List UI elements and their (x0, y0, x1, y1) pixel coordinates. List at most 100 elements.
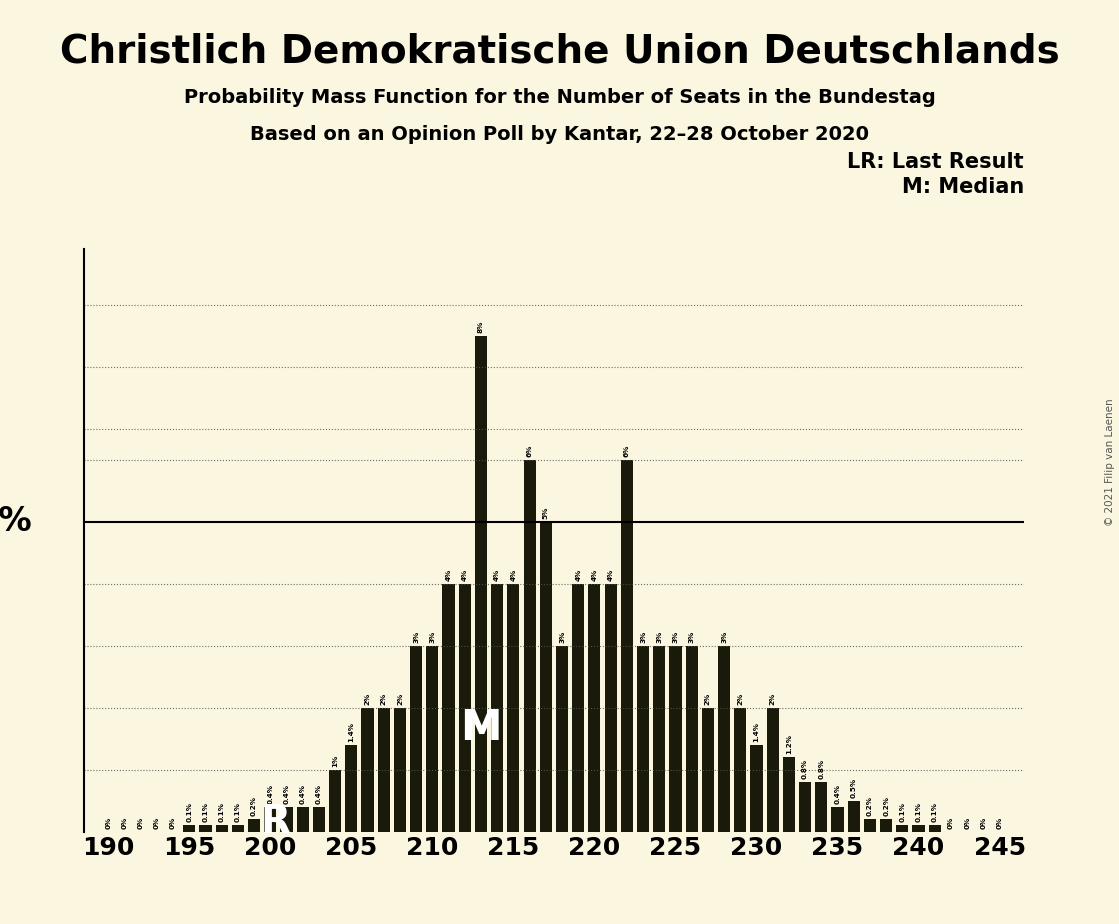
Text: 3%: 3% (430, 630, 435, 643)
Text: 4%: 4% (575, 568, 581, 581)
Bar (410, 646, 422, 832)
Bar (442, 584, 454, 832)
Text: 0.8%: 0.8% (818, 759, 825, 779)
Bar (556, 646, 568, 832)
Text: LR: Last Result: LR: Last Result (847, 152, 1024, 173)
Text: 1.4%: 1.4% (753, 722, 760, 742)
Bar (751, 745, 762, 832)
Text: Based on an Opinion Poll by Kantar, 22–28 October 2020: Based on an Opinion Poll by Kantar, 22–2… (250, 125, 869, 144)
Text: 0.4%: 0.4% (283, 784, 290, 804)
Text: 6%: 6% (527, 444, 533, 457)
Text: 0.4%: 0.4% (300, 784, 305, 804)
Bar (896, 825, 909, 832)
Text: 0.1%: 0.1% (915, 802, 922, 822)
Bar (816, 782, 827, 832)
Text: 4%: 4% (462, 568, 468, 581)
Text: 0.2%: 0.2% (883, 796, 890, 816)
Bar (361, 708, 374, 832)
Bar (686, 646, 698, 832)
Text: 3%: 3% (688, 630, 695, 643)
Bar (297, 807, 309, 832)
Text: 0.4%: 0.4% (316, 784, 322, 804)
Text: 0.1%: 0.1% (932, 802, 938, 822)
Bar (734, 708, 746, 832)
Bar (199, 825, 211, 832)
Text: 5%: 5% (543, 506, 548, 519)
Text: 0.1%: 0.1% (203, 802, 208, 822)
Text: R: R (260, 803, 290, 841)
Text: 0%: 0% (948, 816, 955, 829)
Text: 2%: 2% (770, 692, 775, 705)
Text: M: M (460, 707, 501, 748)
Text: 8%: 8% (478, 321, 485, 333)
Text: 3%: 3% (673, 630, 678, 643)
Text: 1%: 1% (332, 754, 338, 767)
Text: 0.2%: 0.2% (251, 796, 257, 816)
Text: 0.2%: 0.2% (867, 796, 873, 816)
Text: M: Median: M: Median (902, 177, 1024, 198)
Text: 2%: 2% (365, 692, 370, 705)
Text: 3%: 3% (560, 630, 565, 643)
Bar (459, 584, 471, 832)
Text: Christlich Demokratische Union Deutschlands: Christlich Demokratische Union Deutschla… (59, 32, 1060, 70)
Bar (767, 708, 779, 832)
Bar (313, 807, 325, 832)
Bar (848, 800, 859, 832)
Bar (216, 825, 228, 832)
Text: 0.1%: 0.1% (900, 802, 905, 822)
Text: 0.1%: 0.1% (235, 802, 241, 822)
Text: 0.4%: 0.4% (835, 784, 840, 804)
Bar (394, 708, 406, 832)
Text: 3%: 3% (640, 630, 646, 643)
Text: 0%: 0% (122, 816, 128, 829)
Bar (637, 646, 649, 832)
Text: 2%: 2% (397, 692, 403, 705)
Text: 0%: 0% (153, 816, 160, 829)
Text: 2%: 2% (380, 692, 387, 705)
Text: 4%: 4% (510, 568, 516, 581)
Bar (474, 336, 487, 832)
Text: 0%: 0% (170, 816, 176, 829)
Bar (604, 584, 617, 832)
Bar (378, 708, 389, 832)
Text: 1.2%: 1.2% (786, 735, 792, 754)
Text: 5%: 5% (0, 505, 32, 539)
Text: 2%: 2% (737, 692, 743, 705)
Text: 0%: 0% (980, 816, 986, 829)
Bar (539, 522, 552, 832)
Bar (491, 584, 504, 832)
Bar (702, 708, 714, 832)
Text: 0%: 0% (965, 816, 970, 829)
Text: 4%: 4% (608, 568, 613, 581)
Bar (264, 807, 276, 832)
Bar (184, 825, 196, 832)
Bar (572, 584, 584, 832)
Bar (669, 646, 681, 832)
Bar (281, 807, 292, 832)
Bar (783, 758, 794, 832)
Text: 3%: 3% (656, 630, 662, 643)
Bar (653, 646, 666, 832)
Bar (232, 825, 244, 832)
Bar (426, 646, 439, 832)
Bar (248, 820, 261, 832)
Bar (880, 820, 892, 832)
Bar (864, 820, 876, 832)
Text: 0.1%: 0.1% (186, 802, 192, 822)
Text: 4%: 4% (495, 568, 500, 581)
Text: 4%: 4% (592, 568, 598, 581)
Text: 0%: 0% (105, 816, 111, 829)
Bar (507, 584, 519, 832)
Text: 4%: 4% (445, 568, 452, 581)
Text: 6%: 6% (623, 444, 630, 457)
Text: Probability Mass Function for the Number of Seats in the Bundestag: Probability Mass Function for the Number… (184, 88, 935, 107)
Text: 0.5%: 0.5% (850, 777, 857, 797)
Bar (799, 782, 811, 832)
Text: 1.4%: 1.4% (348, 722, 355, 742)
Text: 0%: 0% (138, 816, 143, 829)
Bar (346, 745, 357, 832)
Bar (912, 825, 924, 832)
Bar (831, 807, 844, 832)
Text: 0.1%: 0.1% (218, 802, 225, 822)
Bar (718, 646, 731, 832)
